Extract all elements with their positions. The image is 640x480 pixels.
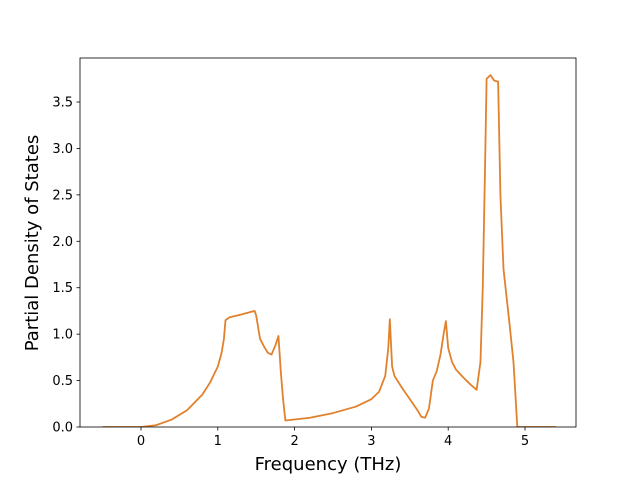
y-tick-label: 1.5 bbox=[52, 281, 73, 296]
x-tick-label: 4 bbox=[444, 434, 452, 449]
y-tick-label: 0.0 bbox=[52, 421, 73, 436]
y-axis-label: Partial Density of States bbox=[22, 135, 43, 352]
y-tick-label: 1.0 bbox=[52, 328, 73, 343]
y-tick-label: 2.5 bbox=[52, 188, 73, 203]
x-tick-label: 0 bbox=[137, 434, 145, 449]
y-tick-label: 3.0 bbox=[52, 142, 73, 157]
y-tick-label: 0.5 bbox=[52, 374, 73, 389]
x-tick-label: 5 bbox=[521, 434, 529, 449]
plot-frame bbox=[79, 57, 577, 428]
x-tick-label: 2 bbox=[290, 434, 298, 449]
data-line bbox=[102, 74, 556, 427]
y-tick-label: 3.5 bbox=[52, 96, 73, 111]
x-tick-label: 1 bbox=[214, 434, 222, 449]
x-tick-label: 3 bbox=[367, 434, 375, 449]
x-axis-label: Frequency (THz) bbox=[255, 454, 402, 475]
y-tick-label: 2.0 bbox=[52, 235, 73, 250]
